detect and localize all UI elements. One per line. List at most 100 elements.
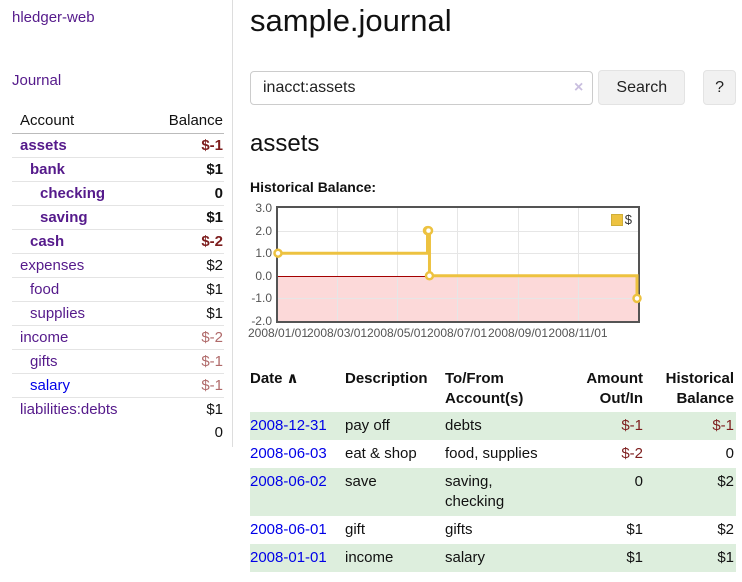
register-date-cell: 2008-01-01 [250, 544, 345, 572]
account-heading: assets [250, 130, 320, 157]
register-amount-cell: $1 [626, 549, 643, 566]
register-description-cell: save [345, 473, 377, 490]
account-name-cell: gifts [12, 349, 145, 374]
register-description-cell: income [345, 549, 394, 566]
data-point-marker [423, 225, 434, 236]
register-table: Date ∧ Description To/From Account(s) Amo… [250, 366, 736, 572]
account-name-cell: expenses [12, 253, 145, 278]
transaction-date-link[interactable]: 2008-06-03 [250, 445, 327, 462]
account-balance: $-1 [201, 137, 223, 154]
chart-plot-area: $ [273, 206, 642, 323]
register-date-cell: 2008-06-01 [250, 516, 345, 544]
sidebar-account-link[interactable]: assets [20, 137, 67, 154]
register-amount-cell: 0 [634, 473, 643, 490]
x-axis-tick-label: 2008/07/01 [426, 326, 488, 340]
accounts-table: Account Balance assets $-1 bank $1 checking 0… [12, 109, 224, 444]
data-point-marker [273, 248, 283, 258]
account-balance: $-1 [144, 349, 224, 374]
transaction-date-link[interactable]: 2008-01-01 [250, 549, 327, 566]
account-name-cell: checking [12, 181, 145, 206]
app-brand-link[interactable]: hledger-web [12, 9, 95, 26]
sidebar-account-link[interactable]: gifts [30, 353, 58, 370]
register-amount-cell: $1 [626, 521, 643, 538]
clear-search-icon[interactable]: × [574, 78, 584, 96]
register-header-date[interactable]: Date ∧ [250, 366, 345, 412]
transaction-date-link[interactable]: 2008-06-02 [250, 473, 327, 490]
account-name-cell: assets [12, 134, 145, 158]
sidebar-account-link[interactable]: liabilities:debts [20, 401, 118, 418]
search-box: × [250, 70, 594, 105]
data-point-marker [632, 293, 642, 304]
account-balance: $1 [144, 301, 224, 326]
sidebar-account-link[interactable]: checking [40, 185, 106, 202]
register-balance-cell: $2 [717, 521, 734, 538]
table-row: 2008-12-31 pay off debts $-1 $-1 [250, 412, 736, 440]
account-balance: $-2 [144, 325, 224, 350]
register-balance-cell: $2 [717, 473, 734, 490]
account-row: saving $1 [12, 205, 224, 230]
y-axis-tick-label: 3.0 [255, 201, 272, 215]
transaction-date-link[interactable]: 2008-12-31 [250, 417, 327, 434]
sidebar-account-link[interactable]: income [20, 329, 69, 346]
accounts-header-account: Account [12, 109, 145, 134]
register-date-cell: 2008-12-31 [250, 412, 345, 440]
register-header-date-label: Date [250, 370, 283, 387]
register-balance-cell: $1 [717, 549, 734, 566]
account-name-cell: supplies [12, 301, 145, 326]
help-button[interactable]: ? [703, 70, 736, 105]
register-header-accounts: To/From Account(s) [445, 370, 524, 407]
register-description-cell: gift [345, 521, 366, 538]
historical-balance-chart: $3.0 2.0 1.0 0.0 -1.0 -2.0 2008/01/01 2008/03/0… [248, 201, 642, 345]
register-header-row: Date ∧ Description To/From Account(s) Amo… [250, 366, 736, 412]
main-content: sample.journal × Search ? assets Histori… [234, 0, 742, 572]
x-axis-tick-label: 2008/05/01 [366, 326, 428, 340]
account-balance: 0 [144, 181, 224, 206]
register-header-description: Description [345, 370, 428, 387]
register-header-amount: Amount Out/In [586, 370, 643, 407]
register-date-cell: 2008-06-02 [250, 468, 345, 516]
account-name-cell: saving [12, 205, 145, 230]
register-description-cell: eat & shop [345, 445, 417, 462]
page-title: sample.journal [250, 3, 452, 38]
sidebar-account-link[interactable]: supplies [30, 305, 86, 322]
search-button[interactable]: Search [598, 70, 686, 105]
account-name-cell: salary [12, 373, 145, 398]
register-balance-cell: $-1 [712, 417, 734, 434]
sidebar-account-link[interactable]: salary [30, 377, 71, 394]
table-row: 2008-06-01 gift gifts $1 $2 [250, 516, 736, 544]
account-balance: $-2 [144, 229, 224, 254]
sidebar-account-link[interactable]: cash [30, 233, 65, 250]
account-name-cell: cash [12, 229, 145, 254]
sidebar-item-journal[interactable]: Journal [12, 72, 62, 89]
account-row: salary $-1 [12, 373, 224, 398]
account-row: checking 0 [12, 181, 224, 206]
accounts-total-spacer [12, 421, 145, 444]
accounts-header-balance: Balance [144, 109, 224, 134]
table-row: 2008-01-01 income salary $1 $1 [250, 544, 736, 572]
account-name-cell: food [12, 277, 145, 302]
register-accounts-cell: food, supplies [445, 445, 538, 462]
transaction-date-link[interactable]: 2008-06-01 [250, 521, 327, 538]
chart-title: Historical Balance: [250, 179, 377, 195]
account-balance: $1 [144, 397, 224, 421]
sidebar-account-link[interactable]: saving [40, 209, 88, 226]
accounts-total-value: 0 [214, 424, 223, 441]
account-row: expenses $2 [12, 253, 224, 278]
sidebar-account-link[interactable]: expenses [20, 257, 85, 274]
search-form: × Search ? [250, 70, 736, 105]
register-header-balance: Historical Balance [665, 370, 734, 407]
search-input[interactable] [250, 70, 594, 105]
y-axis-tick-label: 0.0 [255, 268, 272, 283]
sidebar-account-link[interactable]: bank [30, 161, 66, 178]
y-axis-tick-label: 2.0 [255, 223, 272, 238]
sidebar-account-link[interactable]: food [30, 281, 60, 298]
gridline [518, 208, 519, 321]
register-balance-cell: 0 [725, 445, 734, 462]
account-balance: $1 [144, 205, 224, 230]
register-accounts-cell: debts [445, 417, 482, 434]
account-row: liabilities:debts $1 [12, 397, 224, 421]
data-point-marker [424, 271, 435, 281]
register-accounts-cell: saving, checking [445, 473, 505, 510]
legend-swatch-icon [610, 213, 623, 226]
